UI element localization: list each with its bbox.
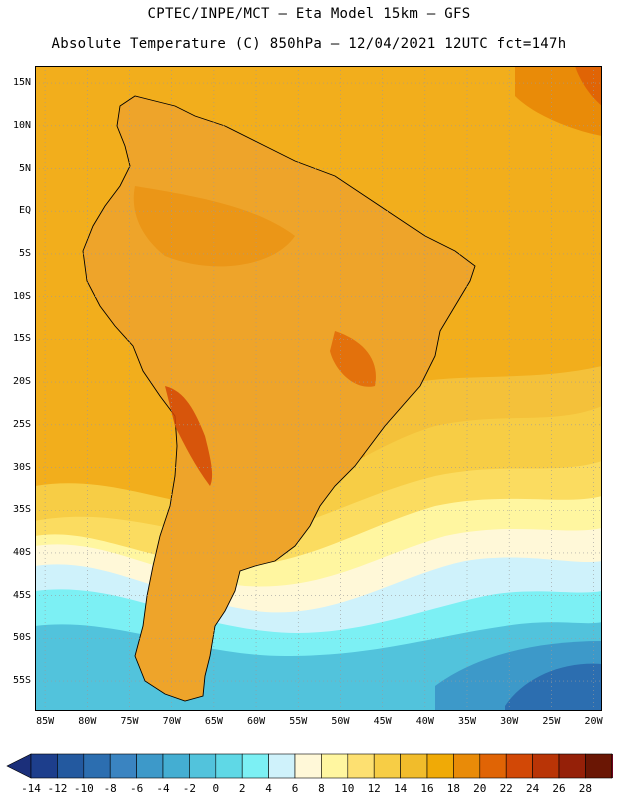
colorbar-tick-label: 10 (341, 782, 355, 795)
colorbar-tick-label: -6 (129, 782, 144, 795)
ne-hot-core (575, 66, 602, 106)
colorbar-cell (453, 753, 481, 779)
latitude-tick-label: 15N (12, 77, 31, 89)
graticule (35, 66, 602, 711)
colorbar-tick-label: 16 (420, 782, 434, 795)
colorbar-tick-label: -14 (21, 782, 41, 795)
temperature-map (35, 66, 602, 711)
colorbar-tick-label: 14 (393, 782, 408, 795)
colorbar-tick-label: 4 (265, 782, 272, 795)
colorbar-tick-label: 24 (525, 782, 540, 795)
longitude-tick-label: 35W (457, 716, 477, 727)
colorbar-tick-label: 22 (499, 782, 513, 795)
latitude-tick-label: EQ (18, 205, 31, 217)
latitude-tick-label: 5N (18, 162, 31, 174)
map-title: CPTEC/INPE/MCT – Eta Model 15km – GFS (147, 6, 471, 22)
colorbar-tick-label: 0 (212, 782, 220, 795)
colorbar-tick-label: 18 (446, 782, 461, 795)
colorbar-tick-label: 12 (367, 782, 381, 795)
longitude-tick-label: 60W (247, 716, 266, 727)
band-minus8c (505, 663, 602, 711)
brazil-hot-spot (330, 331, 376, 387)
latitude-tick-label: 50S (12, 632, 31, 644)
longitude-tick-label: 45W (373, 716, 392, 727)
colorbar-cell (479, 753, 507, 779)
ne-warm-core (515, 66, 602, 136)
longitude-tick-label: 30W (500, 716, 519, 727)
longitude-tick-label: 70W (162, 716, 181, 727)
colorbar-tick-label: 2 (238, 782, 246, 795)
colorbar-tick-label: 26 (552, 782, 566, 795)
latitude-tick-label: 25S (12, 418, 31, 430)
latitude-tick-label: 10N (12, 119, 31, 131)
colorbar-cell (426, 753, 454, 779)
colorbar-cell (241, 753, 269, 779)
latitude-tick-label: 10S (12, 290, 31, 302)
colorbar-left-arrow (6, 753, 32, 779)
longitude-tick-label: 85W (36, 716, 55, 727)
longitude-tick-label: 25W (542, 716, 561, 727)
colorbar-cell (30, 753, 58, 779)
colorbar-right-arrow (611, 753, 613, 779)
colorbar-cell (189, 753, 217, 779)
colorbar-tick-label: 8 (318, 782, 325, 795)
colorbar-tick-label: 6 (291, 782, 299, 795)
latitude-tick-label: 40S (12, 546, 31, 558)
colorbar-tick-label: 28 (578, 782, 593, 795)
colorbar-cell (294, 753, 322, 779)
longitude-tick-label: 65W (204, 716, 223, 727)
colorbar-cell (215, 753, 243, 779)
colorbar-cell (347, 753, 375, 779)
amazon-warm-region (133, 186, 295, 267)
map-subtitle: Absolute Temperature (C) 850hPa – 12/04/… (51, 36, 567, 52)
colorbar-tick-label: 20 (473, 782, 487, 795)
colorbar-cell (558, 753, 586, 779)
latitude-tick-label: 30S (12, 461, 31, 473)
map-frame (35, 66, 602, 711)
colorbar-cell (162, 753, 190, 779)
latitude-tick-label: 35S (12, 504, 31, 516)
latitude-tick-label: 15S (12, 333, 31, 345)
colorbar-cell (83, 753, 111, 779)
colorbar (6, 753, 613, 779)
colorbar-cell (57, 753, 85, 779)
colorbar-cell (400, 753, 428, 779)
longitude-tick-label: 20W (584, 716, 603, 727)
colorbar-tick-label: -12 (47, 782, 68, 795)
colorbar-cell (136, 753, 164, 779)
longitude-tick-label: 40W (415, 716, 434, 727)
longitude-tick-label: 50W (331, 716, 350, 727)
colorbar-cell (532, 753, 560, 779)
colorbar-cell (109, 753, 137, 779)
latitude-tick-label: 45S (12, 589, 31, 601)
andes-hot-spots (165, 386, 213, 486)
latitude-tick-label: 5S (18, 247, 31, 259)
longitude-tick-label: 75W (120, 716, 139, 727)
colorbar-cell (585, 753, 613, 779)
colorbar-tick-label: -2 (182, 782, 197, 795)
colorbar-tick-label: -10 (73, 782, 94, 795)
colorbar-cell (373, 753, 401, 779)
latitude-tick-label: 55S (12, 675, 31, 687)
colorbar-tick-label: -8 (103, 782, 117, 795)
colorbar-cell (505, 753, 533, 779)
longitude-tick-label: 80W (78, 716, 97, 727)
latitude-tick-label: 20S (12, 376, 31, 388)
colorbar-cell (268, 753, 296, 779)
longitude-tick-label: 55W (289, 716, 308, 727)
colorbar-cell (321, 753, 349, 779)
colorbar-tick-label: -4 (156, 782, 170, 795)
